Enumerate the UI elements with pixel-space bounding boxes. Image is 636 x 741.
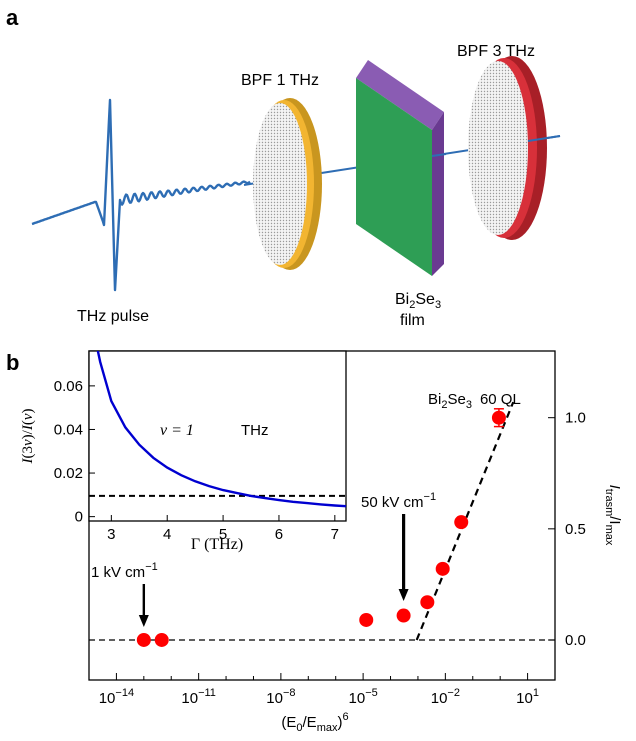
data-point-0 bbox=[136, 632, 151, 647]
panel-label-b: b bbox=[6, 350, 19, 375]
inset-y-tick-label-2: 0.04 bbox=[54, 421, 83, 438]
data-point-1 bbox=[154, 632, 169, 647]
annotation-50kv: 50 kV cm−1 bbox=[361, 491, 436, 511]
film-word-label: film bbox=[400, 312, 425, 329]
thz-pulse-waveform bbox=[31, 98, 251, 292]
main-y-axis-label: Itrasm/Imax bbox=[603, 485, 623, 546]
inset-y-tick-label-0: 0 bbox=[75, 509, 83, 526]
data-point-6 bbox=[454, 515, 469, 530]
inset-x-tick-label-2: 5 bbox=[219, 526, 227, 543]
film-sub1: 2 bbox=[409, 299, 415, 311]
inset-formula: v = 1 bbox=[160, 422, 194, 439]
sample-label: Bi2Se3 60 QL bbox=[428, 391, 521, 411]
y-tick-label-2: 1.0 bbox=[565, 410, 586, 427]
inset-y-axis-label: I(3v)/I(v) bbox=[20, 408, 36, 464]
inset-x-tick-label-0: 3 bbox=[107, 526, 115, 543]
bandpass-filter-1 bbox=[253, 98, 322, 270]
thz-pulse-label: THz pulse bbox=[77, 308, 149, 325]
x-tick-label-4: 10−2 bbox=[431, 687, 460, 707]
main-x-axis-label: (E0/Emax)6 bbox=[281, 711, 348, 734]
filter-1-label: BPF 1 THz bbox=[241, 72, 319, 89]
inset-plot-frame bbox=[88, 350, 347, 522]
inset-series-line bbox=[96, 351, 346, 508]
x-tick-label-2: 10−8 bbox=[266, 687, 295, 707]
main-plot-layer: 10−14 10−11 10−8 10−5 10−2 101 0.0 0.5 1.0 bbox=[88, 401, 586, 707]
annotation-1kv: 1 kV cm−1 bbox=[91, 561, 158, 581]
inset-y-tick-label-3: 0.06 bbox=[54, 378, 83, 395]
filter-2-label: BPF 3 THz bbox=[457, 43, 535, 60]
bi2se3-film bbox=[356, 60, 444, 276]
annotation-arrowhead-0 bbox=[138, 615, 149, 627]
data-point-2 bbox=[359, 612, 374, 627]
x-tick-label-1: 10−11 bbox=[181, 687, 216, 707]
inset-x-axis-label: Γ (THz) bbox=[191, 536, 243, 553]
inset-x-tick-label-1: 4 bbox=[163, 526, 171, 543]
inset-plot-layer: 3 4 5 6 7 0 0.02 0.04 0.06 bbox=[54, 351, 346, 543]
film-el1: Bi bbox=[395, 291, 409, 308]
beam-through-film bbox=[431, 153, 447, 157]
film-material-label: Bi2Se3 bbox=[395, 291, 441, 311]
x-tick-label-0: 10−14 bbox=[99, 687, 134, 707]
panel-label-a: a bbox=[6, 5, 19, 30]
data-point-4 bbox=[420, 595, 435, 610]
film-sub2: 3 bbox=[435, 299, 441, 311]
y-tick-label-0: 0.0 bbox=[565, 632, 586, 649]
inset-unit: THz bbox=[241, 422, 269, 439]
inset-x-tick-label-3: 6 bbox=[275, 526, 283, 543]
y-tick-label-1: 0.5 bbox=[565, 521, 586, 538]
beam-exit bbox=[527, 135, 561, 142]
inset-x-tick-label-4: 7 bbox=[331, 526, 339, 543]
x-tick-label-5: 101 bbox=[516, 687, 539, 707]
data-point-5 bbox=[435, 561, 450, 576]
data-point-7 bbox=[491, 410, 506, 425]
bandpass-filter-2 bbox=[468, 56, 547, 240]
annotation-arrowhead-1 bbox=[398, 589, 409, 601]
inset-y-tick-label-1: 0.02 bbox=[54, 465, 83, 482]
x-tick-label-3: 10−5 bbox=[349, 687, 378, 707]
film-el2: Se bbox=[415, 291, 435, 308]
data-point-3 bbox=[396, 608, 411, 623]
